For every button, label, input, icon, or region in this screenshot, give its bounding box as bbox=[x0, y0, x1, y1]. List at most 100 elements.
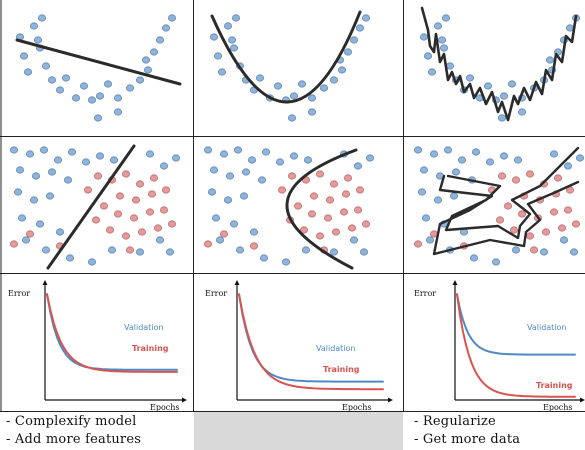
blue-data-point bbox=[216, 237, 223, 243]
red-data-point bbox=[348, 225, 355, 231]
red-data-point bbox=[84, 187, 91, 193]
red-data-point bbox=[278, 187, 285, 193]
blue-data-point bbox=[500, 93, 507, 99]
red-data-point bbox=[340, 209, 347, 215]
blue-data-point bbox=[320, 85, 327, 91]
regression-underfit-panel bbox=[16, 15, 180, 121]
blue-data-point bbox=[210, 34, 217, 40]
blue-data-point bbox=[88, 97, 95, 103]
red-data-point bbox=[558, 225, 565, 231]
blue-data-point bbox=[56, 229, 63, 235]
blue-data-point bbox=[546, 57, 553, 63]
blue-data-point bbox=[14, 189, 21, 195]
red-data-point bbox=[414, 241, 421, 247]
blue-data-point bbox=[162, 25, 169, 31]
blue-data-point bbox=[564, 163, 571, 169]
blue-data-point bbox=[248, 157, 255, 163]
blue-data-point bbox=[220, 151, 227, 157]
linear-fit-line bbox=[17, 40, 180, 84]
blue-data-point bbox=[422, 215, 429, 221]
validation-label: Validation bbox=[124, 323, 164, 332]
blue-data-point bbox=[26, 151, 33, 157]
blue-data-point bbox=[166, 249, 173, 255]
blue-data-point bbox=[204, 147, 211, 153]
blue-data-point bbox=[172, 155, 179, 161]
red-data-point bbox=[518, 211, 525, 217]
blue-data-point bbox=[274, 83, 281, 89]
blue-data-point bbox=[414, 147, 421, 153]
red-data-point bbox=[130, 215, 137, 221]
blue-data-point bbox=[146, 151, 153, 157]
blue-data-point bbox=[96, 93, 103, 99]
red-data-point bbox=[204, 241, 211, 247]
red-data-point bbox=[94, 173, 101, 179]
blue-data-point bbox=[250, 229, 257, 235]
blue-data-point bbox=[290, 93, 297, 99]
blue-data-point bbox=[466, 75, 473, 81]
blue-data-point bbox=[110, 157, 117, 163]
blue-data-point bbox=[242, 169, 249, 175]
blue-data-point bbox=[508, 81, 515, 87]
red-data-point bbox=[148, 191, 155, 197]
blue-data-point bbox=[210, 167, 217, 173]
error-axis-label: Error bbox=[205, 289, 227, 298]
learning-curve-goodfit: Error Epochs Validation Training bbox=[205, 280, 393, 412]
blue-data-point bbox=[156, 37, 163, 43]
caption-left-line-1: - Complexify model bbox=[6, 414, 137, 429]
blue-data-point bbox=[114, 95, 121, 101]
blue-data-point bbox=[444, 147, 451, 153]
red-data-point bbox=[342, 191, 349, 197]
validation-curve bbox=[47, 294, 177, 370]
blue-data-point bbox=[512, 247, 519, 253]
red-data-point bbox=[220, 231, 227, 237]
blue-data-point bbox=[362, 15, 369, 21]
blue-data-point bbox=[40, 147, 47, 153]
red-data-point bbox=[498, 173, 505, 179]
blue-data-point bbox=[452, 169, 459, 175]
validation-label: Validation bbox=[527, 323, 567, 332]
blue-data-point bbox=[228, 37, 235, 43]
red-data-point bbox=[526, 171, 533, 177]
blue-data-point bbox=[36, 221, 43, 227]
blue-data-point bbox=[350, 237, 357, 243]
blue-data-point bbox=[64, 177, 71, 183]
overfit-wiggly-curve bbox=[422, 8, 576, 120]
blue-data-point bbox=[308, 109, 315, 115]
red-data-point bbox=[10, 241, 17, 247]
blue-data-point bbox=[330, 77, 337, 83]
blue-data-point bbox=[20, 53, 27, 59]
red-data-point bbox=[114, 211, 121, 217]
blue-data-point bbox=[142, 57, 149, 63]
training-curve bbox=[239, 294, 383, 389]
learning-curve-underfit: Error Epochs Validation Training bbox=[8, 280, 187, 412]
blue-data-point bbox=[226, 173, 233, 179]
red-data-point bbox=[136, 181, 143, 187]
classification-overfit-panel bbox=[414, 147, 583, 265]
blue-data-point bbox=[492, 259, 499, 265]
error-axis-arrow bbox=[235, 280, 240, 285]
red-data-point bbox=[168, 221, 175, 227]
blue-data-point bbox=[104, 81, 111, 87]
blue-data-point bbox=[560, 237, 567, 243]
red-data-point bbox=[92, 217, 99, 223]
red-data-point bbox=[512, 177, 519, 183]
training-label: Training bbox=[323, 365, 360, 374]
blue-data-point bbox=[282, 259, 289, 265]
red-data-point bbox=[146, 209, 153, 215]
blue-data-point bbox=[576, 155, 583, 161]
red-data-point bbox=[504, 203, 511, 209]
red-data-point bbox=[310, 193, 317, 199]
red-data-point bbox=[150, 175, 157, 181]
red-data-point bbox=[354, 207, 361, 213]
validation-curve bbox=[239, 294, 383, 381]
blue-data-point bbox=[236, 247, 243, 253]
red-data-point bbox=[116, 193, 123, 199]
error-axis-label: Error bbox=[8, 289, 30, 298]
blue-data-point bbox=[484, 83, 491, 89]
blue-data-point bbox=[366, 155, 373, 161]
blue-data-point bbox=[18, 215, 25, 221]
red-data-point bbox=[122, 171, 129, 177]
blue-data-point bbox=[344, 49, 351, 55]
error-axis-arrow bbox=[43, 280, 48, 285]
epochs-axis-label: Epochs bbox=[150, 403, 180, 412]
